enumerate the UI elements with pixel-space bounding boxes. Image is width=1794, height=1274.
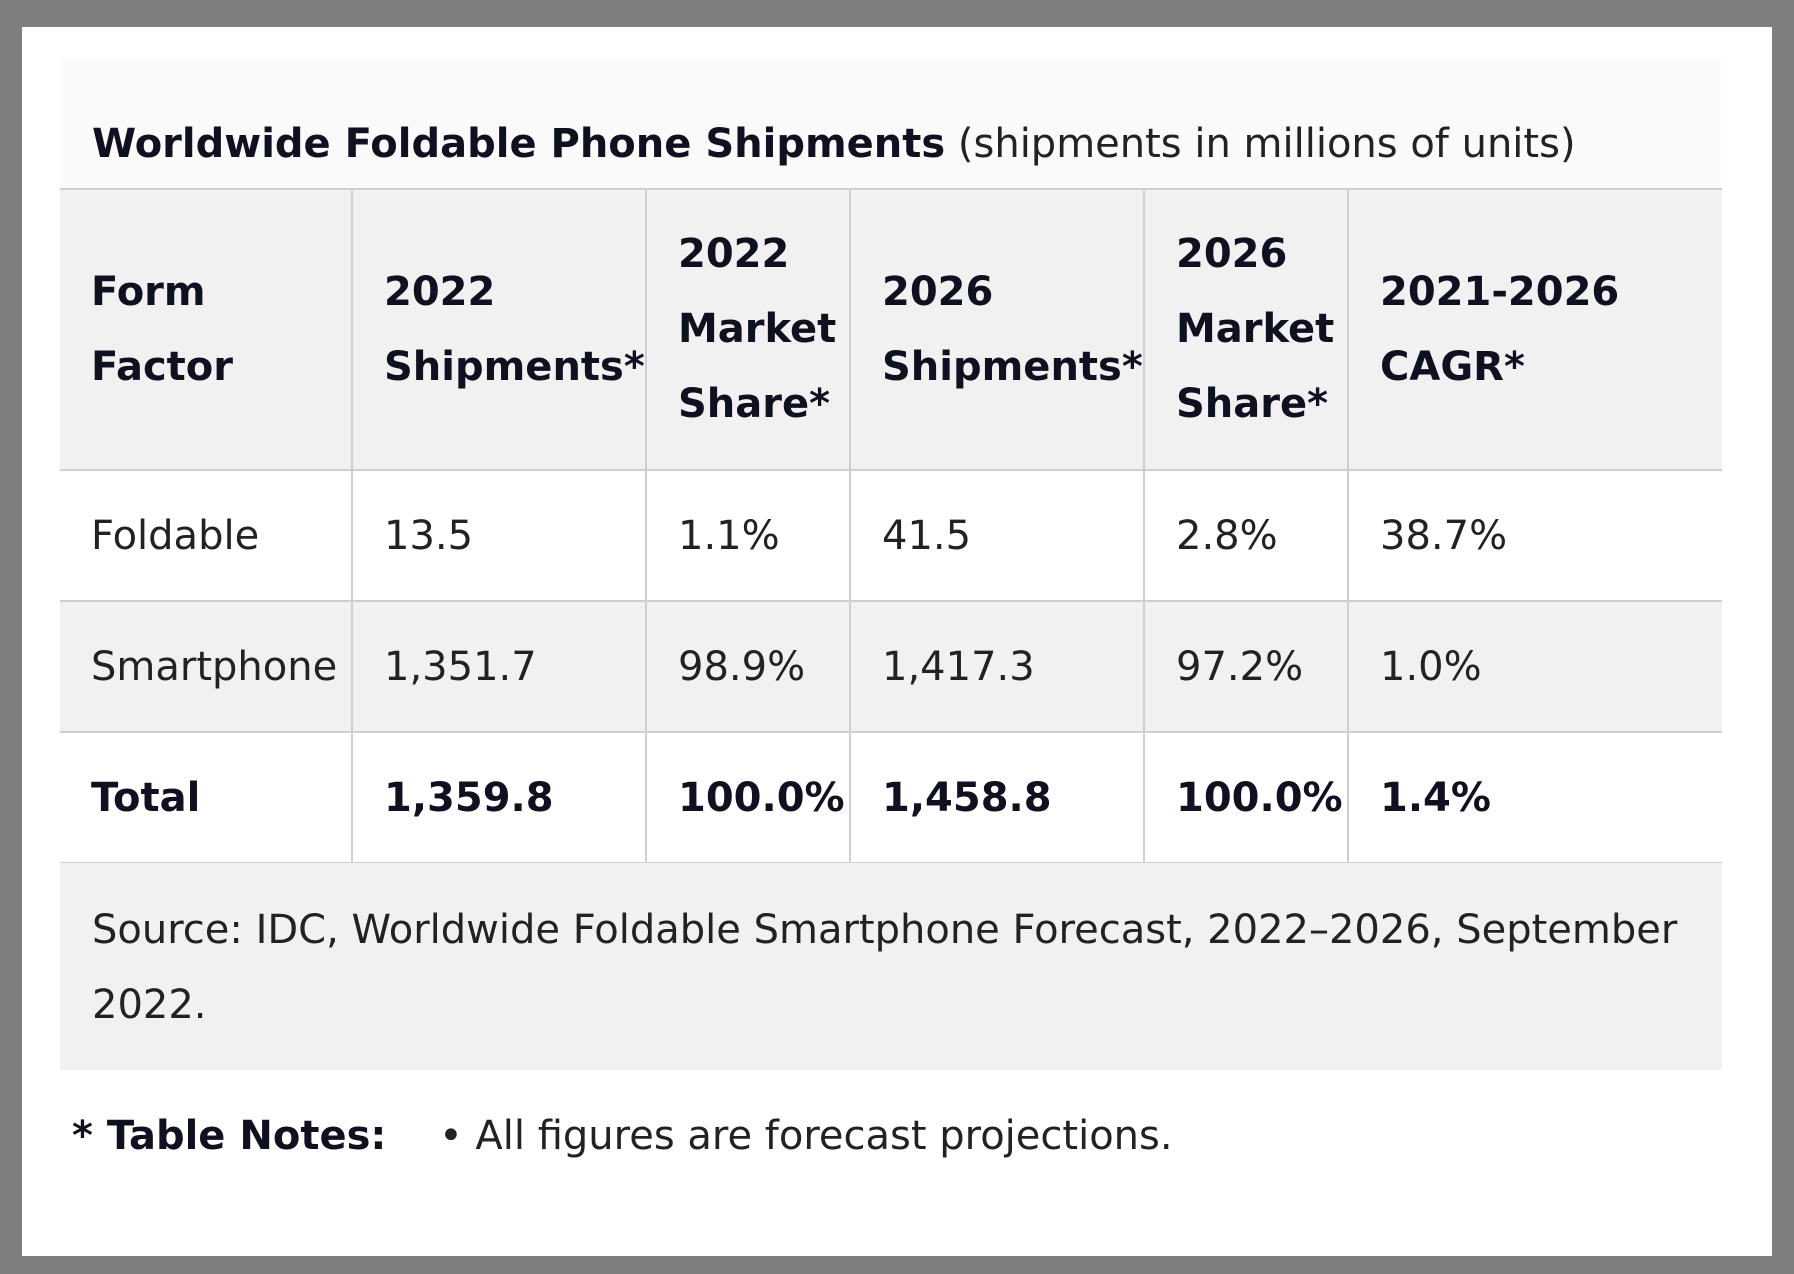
header-cagr: 2021-2026 CAGR* <box>1347 188 1722 471</box>
cell-form-factor: Total <box>60 731 353 864</box>
header-form-factor: Form Factor <box>60 188 353 471</box>
cell-2026-market-share: 100.0% <box>1143 731 1349 864</box>
cell-cagr: 38.7% <box>1347 469 1722 602</box>
table-notes-label: * Table Notes: <box>72 1113 387 1159</box>
cell-form-factor: Smartphone <box>60 600 353 733</box>
table-row-total: Total 1,359.8 100.0% 1,458.8 100.0% 1.4% <box>60 731 1722 864</box>
cell-cagr: 1.4% <box>1347 731 1722 864</box>
header-2026-market-share: 2026 Market Share* <box>1143 188 1349 471</box>
header-2022-market-share: 2022 Market Share* <box>645 188 851 471</box>
cell-form-factor: Foldable <box>60 469 353 602</box>
cell-2022-market-share: 98.9% <box>645 600 851 733</box>
table-row-foldable: Foldable 13.5 1.1% 41.5 2.8% 38.7% <box>60 469 1722 602</box>
cell-2026-shipments: 41.5 <box>849 469 1145 602</box>
cell-2026-market-share: 2.8% <box>1143 469 1349 602</box>
table-title-units: (shipments in millions of units) <box>957 121 1576 167</box>
header-2026-shipments: 2026 Shipments* <box>849 188 1145 471</box>
table-title: Worldwide Foldable Phone Shipments (ship… <box>61 59 1721 212</box>
cell-2022-shipments: 1,351.7 <box>351 600 647 733</box>
cell-2026-shipments: 1,458.8 <box>849 731 1145 864</box>
header-row: Form Factor 2022 Shipments* 2022 Market … <box>60 188 1722 471</box>
table-note-item: • All figures are forecast projections. <box>439 1113 1173 1159</box>
cell-cagr: 1.0% <box>1347 600 1722 733</box>
header-2022-shipments: 2022 Shipments* <box>351 188 647 471</box>
shipments-table: Form Factor 2022 Shipments* 2022 Market … <box>60 188 1722 864</box>
cell-2026-shipments: 1,417.3 <box>849 600 1145 733</box>
cell-2022-shipments: 1,359.8 <box>351 731 647 864</box>
source-note: Source: IDC, Worldwide Foldable Smartpho… <box>60 863 1722 1070</box>
cell-2022-market-share: 100.0% <box>645 731 851 864</box>
cell-2022-market-share: 1.1% <box>645 469 851 602</box>
table-title-main: Worldwide Foldable Phone Shipments <box>92 121 946 167</box>
cell-2022-shipments: 13.5 <box>351 469 647 602</box>
cell-2026-market-share: 97.2% <box>1143 600 1349 733</box>
content-card: Worldwide Foldable Phone Shipments (ship… <box>22 27 1772 1256</box>
table-notes: * Table Notes: • All figures are forecas… <box>72 1109 1173 1163</box>
table-row-smartphone: Smartphone 1,351.7 98.9% 1,417.3 97.2% 1… <box>60 600 1722 733</box>
